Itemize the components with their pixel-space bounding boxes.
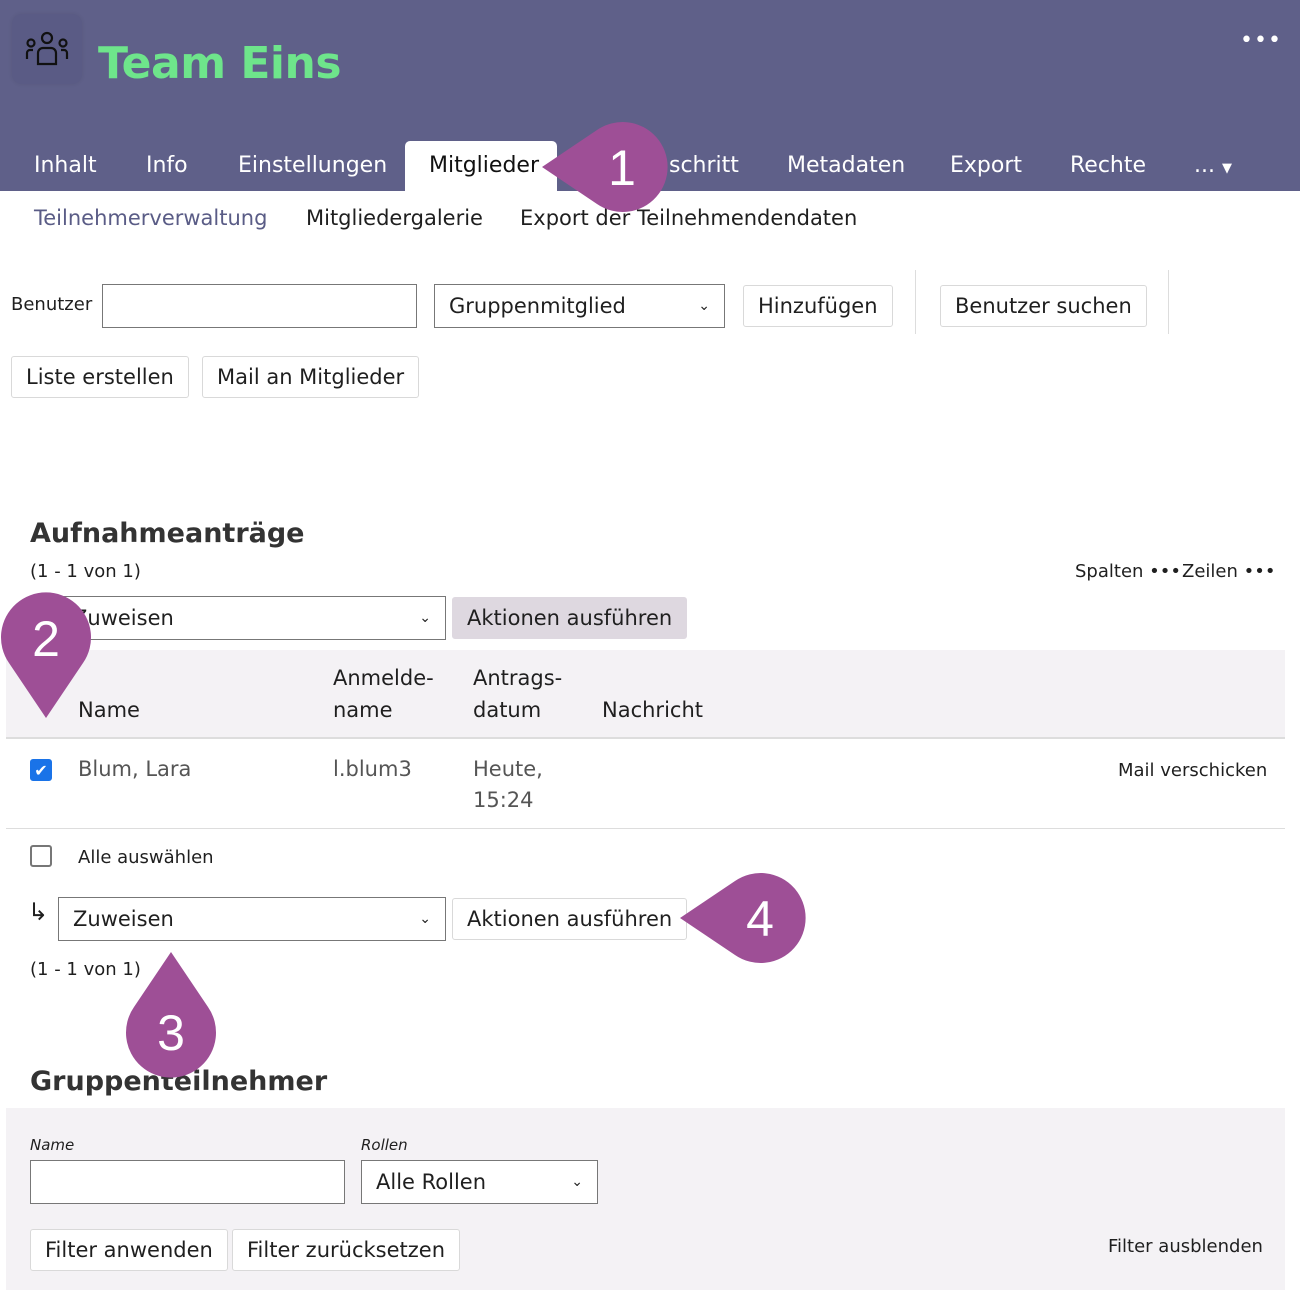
row-date-line1: Heute, xyxy=(473,757,543,781)
bottom-action-select-value: Zuweisen xyxy=(73,907,174,931)
column-message[interactable]: Nachricht xyxy=(602,698,703,722)
caret-down-icon: ▼ xyxy=(1221,161,1232,176)
callout-3-number: 3 xyxy=(157,1005,185,1061)
more-icon[interactable]: ••• xyxy=(1240,28,1282,53)
reset-filter-button[interactable]: Filter zurücksetzen xyxy=(232,1229,461,1271)
chevron-down-icon: ⌄ xyxy=(571,1174,583,1190)
add-button[interactable]: Hinzufügen xyxy=(743,285,893,327)
tab-more[interactable]: ... ▼ xyxy=(1170,141,1256,191)
callout-2-number: 2 xyxy=(32,611,60,667)
tab-einstellungen[interactable]: Einstellungen xyxy=(238,153,388,178)
column-date[interactable]: Antrags-datum xyxy=(473,662,562,726)
select-all-label[interactable]: Alle auswählen xyxy=(78,847,214,868)
tab-mitglieder[interactable]: Mitglieder xyxy=(405,141,557,191)
row-name: Blum, Lara xyxy=(78,757,192,781)
chevron-down-icon: ⌄ xyxy=(419,911,431,927)
row-checkbox[interactable]: ✔ xyxy=(30,759,52,781)
callout-marker-4: 4 xyxy=(680,873,806,963)
select-all-checkbox[interactable] xyxy=(30,845,52,867)
tab-metadaten[interactable]: Metadaten xyxy=(787,153,906,178)
tab-inhalt[interactable]: Inhalt xyxy=(34,153,97,178)
tab-lernfortschritt[interactable]: schritt xyxy=(669,153,739,178)
subtab-export[interactable]: Export der Teilnehmendendaten xyxy=(520,206,858,230)
group-icon xyxy=(12,14,82,84)
column-date-line1: Antrags- xyxy=(473,666,563,690)
requests-title: Aufnahmeanträge xyxy=(30,518,305,549)
columns-button[interactable]: Spalten ••• xyxy=(1075,561,1181,582)
action-select[interactable]: Zuweisen ⌄ xyxy=(58,596,446,640)
bottom-range: (1 - 1 von 1) xyxy=(30,959,141,980)
row-date: Heute, 15:24 xyxy=(473,754,543,816)
role-select[interactable]: Gruppenmitglied ⌄ xyxy=(434,284,725,328)
name-filter-input[interactable] xyxy=(30,1160,345,1204)
table-header xyxy=(6,650,1285,739)
callout-1-number: 1 xyxy=(608,140,636,196)
table-row xyxy=(6,740,1285,829)
roles-select[interactable]: Alle Rollen ⌄ xyxy=(361,1160,598,1204)
column-date-line2: datum xyxy=(473,698,542,722)
bottom-run-actions-button[interactable]: Aktionen ausführen xyxy=(452,898,688,940)
mail-members-button[interactable]: Mail an Mitglieder xyxy=(202,356,420,398)
callout-4-number: 4 xyxy=(746,891,774,947)
roles-select-value: Alle Rollen xyxy=(376,1170,487,1194)
tab-rechte[interactable]: Rechte xyxy=(1070,153,1147,178)
divider xyxy=(915,270,916,334)
chevron-down-icon: ⌄ xyxy=(698,298,710,314)
row-login: l.blum3 xyxy=(333,757,412,781)
tab-export[interactable]: Export xyxy=(950,153,1023,178)
callout-marker-3: 3 xyxy=(126,952,216,1078)
requests-range: (1 - 1 von 1) xyxy=(30,561,141,582)
rows-button[interactable]: Zeilen ••• xyxy=(1182,561,1276,582)
callout-marker-2: 2 xyxy=(1,592,91,718)
mail-link[interactable]: Mail verschicken xyxy=(1118,760,1268,781)
tab-info[interactable]: Info xyxy=(146,153,188,178)
page-title: Team Eins xyxy=(98,38,342,89)
create-list-button[interactable]: Liste erstellen xyxy=(11,356,189,398)
hide-filter-link[interactable]: Filter ausblenden xyxy=(1108,1236,1263,1257)
search-user-button[interactable]: Benutzer suchen xyxy=(940,285,1147,327)
user-input[interactable] xyxy=(102,284,417,328)
roles-filter-label: Rollen xyxy=(361,1136,408,1154)
tab-more-label: ... xyxy=(1194,153,1215,178)
subtab-teilnehmerverwaltung[interactable]: Teilnehmerverwaltung xyxy=(34,206,268,230)
name-filter-label: Name xyxy=(30,1136,75,1154)
column-name[interactable]: Name xyxy=(78,698,140,722)
subtab-mitgliedergalerie[interactable]: Mitgliedergalerie xyxy=(306,206,483,230)
row-date-line2: 15:24 xyxy=(473,788,534,812)
action-select-value: Zuweisen xyxy=(73,606,174,630)
divider xyxy=(1168,270,1169,334)
role-select-value: Gruppenmitglied xyxy=(449,294,626,318)
bottom-action-select[interactable]: Zuweisen ⌄ xyxy=(58,897,446,941)
check-icon: ✔ xyxy=(34,760,48,780)
callout-marker-1: 1 xyxy=(542,122,668,212)
chevron-down-icon: ⌄ xyxy=(419,610,431,626)
apply-filter-button[interactable]: Filter anwenden xyxy=(30,1229,228,1271)
arrow-icon: ↳ xyxy=(28,898,49,926)
column-login[interactable]: Anmelde-name xyxy=(333,662,434,726)
run-actions-button[interactable]: Aktionen ausführen xyxy=(452,597,688,639)
user-label: Benutzer xyxy=(11,294,93,315)
column-login-line1: Anmelde- xyxy=(333,666,434,690)
column-login-line2: name xyxy=(333,698,393,722)
